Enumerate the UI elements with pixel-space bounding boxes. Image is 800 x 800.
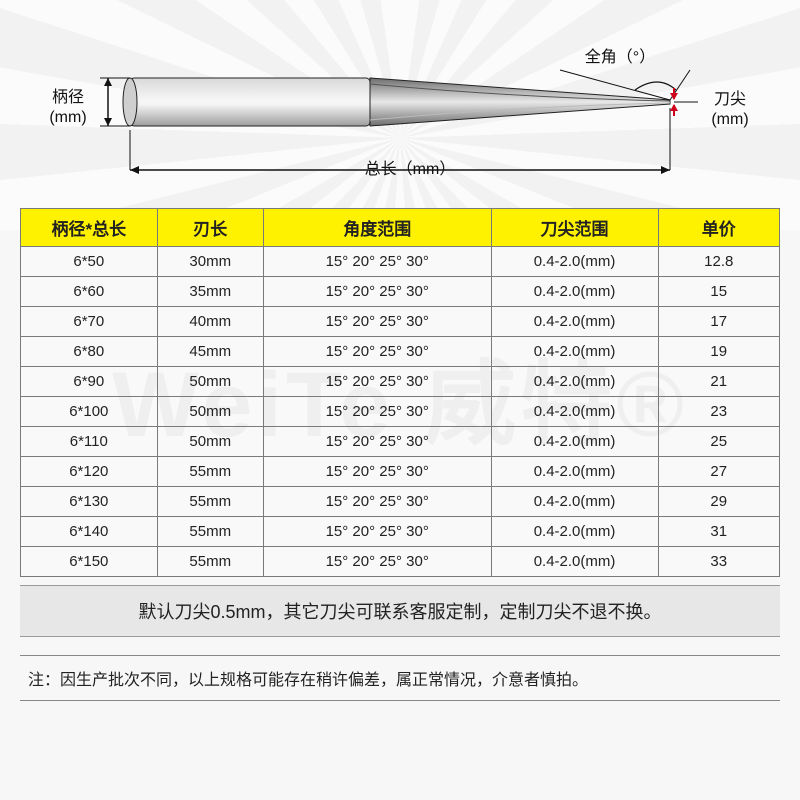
table-row: 6*11050mm15° 20° 25° 30°0.4-2.0(mm)25 [21,427,780,457]
table-row: 6*13055mm15° 20° 25° 30°0.4-2.0(mm)29 [21,487,780,517]
table-row: 6*5030mm15° 20° 25° 30°0.4-2.0(mm)12.8 [21,247,780,277]
table-row: 6*12055mm15° 20° 25° 30°0.4-2.0(mm)27 [21,457,780,487]
col-header: 角度范围 [263,209,491,247]
table-row: 6*9050mm15° 20° 25° 30°0.4-2.0(mm)21 [21,367,780,397]
table-row: 6*10050mm15° 20° 25° 30°0.4-2.0(mm)23 [21,397,780,427]
col-header: 柄径*总长 [21,209,158,247]
label-shank: 柄径(mm) [38,88,98,128]
table-row: 6*8045mm15° 20° 25° 30°0.4-2.0(mm)19 [21,337,780,367]
note-disclaimer: 注：因生产批次不同，以上规格可能存在稍许偏差，属正常情况，介意者慎拍。 [20,655,780,701]
table-row: 6*14055mm15° 20° 25° 30°0.4-2.0(mm)31 [21,517,780,547]
spec-table: 柄径*总长刃长角度范围刀尖范围单价6*5030mm15° 20° 25° 30°… [20,208,780,577]
label-tip: 刀尖(mm) [700,90,760,130]
label-angle: 全角（°） [560,48,680,68]
table-row: 6*15055mm15° 20° 25° 30°0.4-2.0(mm)33 [21,547,780,577]
col-header: 单价 [658,209,779,247]
tool-diagram: 柄径(mm) 全角（°） 刀尖(mm) 总长（mm） [0,0,800,200]
label-length: 总长（mm） [330,160,490,180]
table-row: 6*7040mm15° 20° 25° 30°0.4-2.0(mm)17 [21,307,780,337]
note-default-tip: 默认刀尖0.5mm，其它刀尖可联系客服定制，定制刀尖不退不换。 [20,585,780,637]
col-header: 刃长 [157,209,263,247]
col-header: 刀尖范围 [491,209,658,247]
table-row: 6*6035mm15° 20° 25° 30°0.4-2.0(mm)15 [21,277,780,307]
